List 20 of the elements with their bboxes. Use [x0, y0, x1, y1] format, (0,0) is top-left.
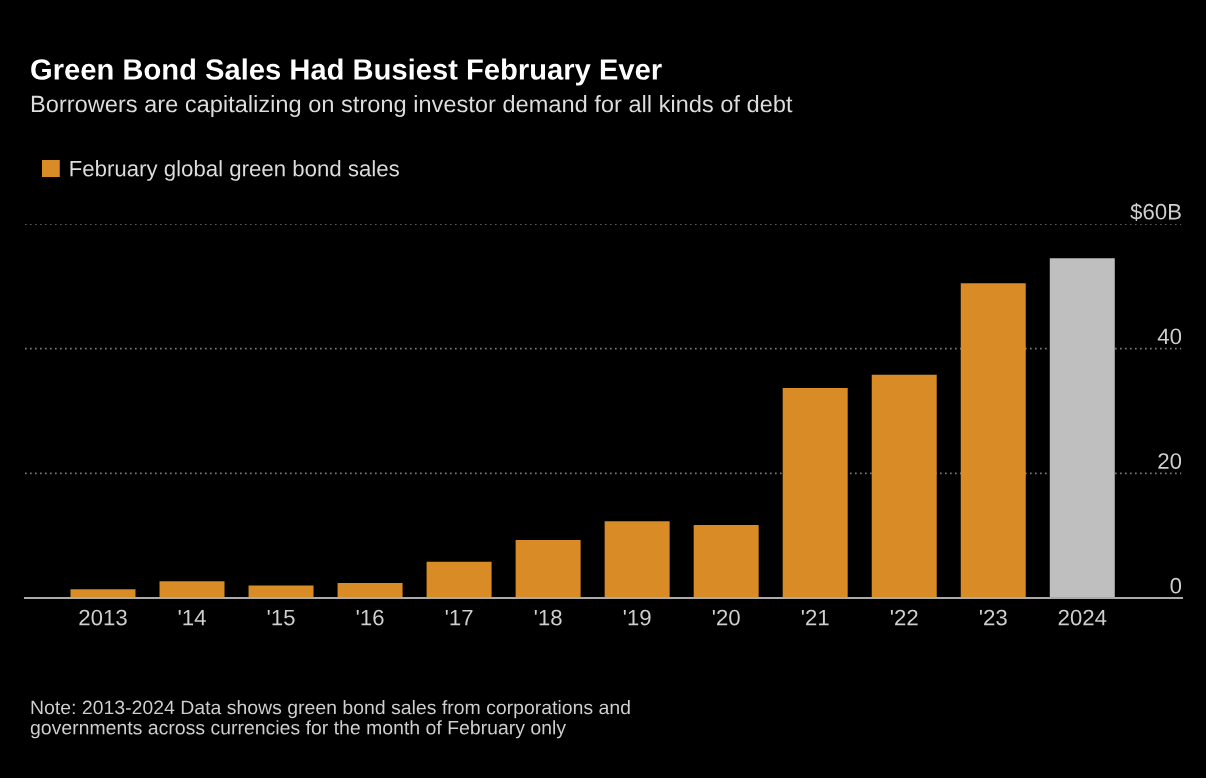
text: Note: 2013-2024 Data shows green bond sales from corporations and governments across currencies for the month of February only [30, 700, 630, 739]
x-tick-label: '16 [356, 609, 384, 626]
chart-title: Green Bond Sales Had Busiest February Ever [31, 58, 662, 86]
x-tick-label: '23 [979, 609, 1007, 626]
y-tick-label: 40 [1157, 328, 1182, 345]
chart-subtitle: Borrowers are capitalizing on strong investor demand for all kinds of debt [31, 95, 793, 118]
y-tick-label: 20 [1158, 453, 1182, 469]
x-tick-label: '20 [712, 609, 740, 626]
legend-label: February global green bond sales [70, 160, 399, 181]
x-tick-label: '21 [801, 609, 829, 626]
x-tick-label: '17 [445, 609, 473, 626]
x-tick-label: 2013 [79, 609, 127, 626]
x-tick-label: '18 [534, 609, 562, 626]
y-tick-label: 0 [1170, 577, 1182, 594]
x-tick-label: '14 [178, 609, 206, 626]
y-tick-label: $60B [1130, 202, 1181, 221]
x-tick-label: '22 [890, 609, 918, 626]
x-tick-label: '19 [623, 609, 651, 626]
x-tick-label: '15 [267, 609, 295, 626]
x-tick-label: 2024 [1058, 609, 1107, 626]
